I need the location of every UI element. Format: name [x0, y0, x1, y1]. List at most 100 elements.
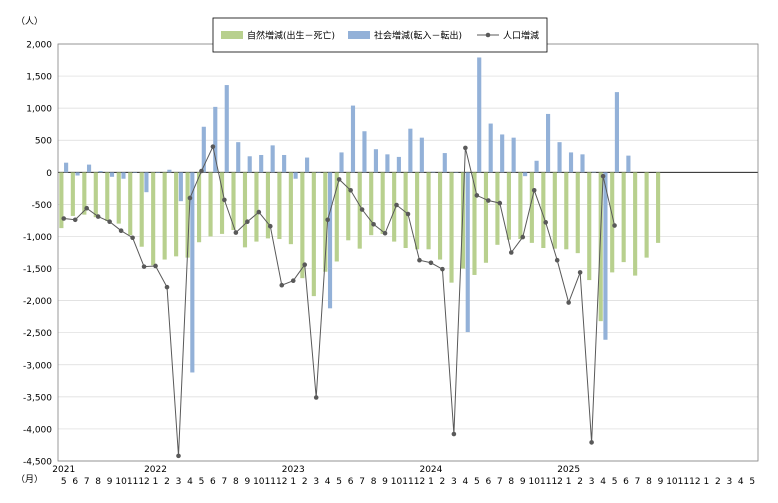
population-point — [61, 216, 67, 221]
x-tick-label: 9 — [658, 477, 664, 487]
legend-label-social: 社会増減(転入－転出) — [374, 30, 462, 42]
x-tick-label: 2 — [715, 477, 721, 487]
bar-social — [557, 142, 562, 173]
population-point — [256, 209, 262, 215]
population-point — [554, 257, 560, 263]
x-tick-label: 4 — [600, 477, 606, 487]
legend-swatch-social — [348, 31, 370, 39]
bar-natural — [323, 172, 328, 272]
population-point — [187, 195, 193, 201]
year-label: 2022 — [144, 465, 167, 475]
population-point — [589, 440, 594, 445]
x-tick-label: 6 — [485, 477, 491, 487]
bar-natural — [610, 172, 615, 273]
population-point — [508, 250, 514, 255]
x-tick-label: 8 — [508, 477, 514, 487]
population-point — [118, 228, 124, 233]
bar-natural — [151, 172, 156, 266]
population-line — [61, 144, 617, 459]
x-tick-label: 5 — [749, 477, 755, 487]
bar-social — [305, 157, 310, 173]
x-tick-label: 5 — [199, 477, 205, 487]
x-tick-label: 5 — [612, 477, 618, 487]
y-unit-label: （人） — [16, 16, 43, 27]
bars — [59, 57, 661, 373]
bar-natural — [437, 172, 443, 260]
bar-social — [247, 156, 252, 173]
bar-natural — [70, 172, 75, 216]
population-point — [600, 173, 606, 179]
y-tick-label: -2,000 — [23, 297, 52, 307]
year-label: 2025 — [557, 465, 580, 475]
bar-social — [419, 137, 424, 173]
bar-natural — [460, 172, 466, 269]
bar-natural — [506, 172, 511, 240]
population-point — [141, 264, 147, 269]
x-tick-label: 9 — [244, 477, 250, 487]
population-point — [577, 270, 583, 275]
bar-natural — [529, 172, 534, 243]
population-point — [267, 223, 273, 229]
bar-social — [316, 172, 321, 173]
x-tick-label: 3 — [313, 477, 319, 487]
legend: 自然増減(出生－死亡) 社会増減(転入－転出) 人口増減 — [212, 17, 548, 53]
y-tick-label: -1,500 — [23, 265, 52, 275]
population-point — [394, 202, 399, 208]
x-tick-label: 9 — [107, 477, 113, 487]
population-point — [348, 187, 353, 193]
population-point — [612, 223, 617, 228]
y-tick-label: -2,500 — [23, 329, 52, 339]
population-point — [302, 262, 308, 267]
x-tick-label: 1 — [566, 477, 572, 487]
year-label: 2021 — [52, 465, 75, 475]
x-tick-label: 12 — [689, 477, 700, 487]
bar-natural — [231, 172, 236, 231]
bar-natural — [587, 172, 592, 281]
bar-social — [282, 154, 287, 173]
year-label: 2023 — [282, 465, 305, 475]
population-point — [222, 197, 227, 203]
bar-social — [132, 172, 138, 173]
population-point — [486, 198, 491, 203]
bar-social — [327, 172, 333, 309]
x-tick-label: 8 — [95, 477, 101, 487]
x-tick-label: 8 — [646, 477, 652, 487]
bar-natural — [426, 172, 431, 250]
bar-natural — [380, 172, 385, 234]
bar-natural — [449, 172, 454, 283]
bar-natural — [415, 172, 420, 250]
bar-social — [64, 162, 69, 173]
bar-natural — [334, 172, 339, 262]
axes: 2,000 1,500 1,000 500 0 -500 -1,000 -1,500 -2,00… — [16, 16, 759, 487]
bar-natural — [82, 172, 87, 215]
x-tick-label: 9 — [520, 477, 526, 487]
x-tick-label: 11 — [127, 477, 138, 487]
population-point — [428, 260, 434, 266]
y-tick-label: -4,500 — [23, 458, 52, 468]
y-tick-label: -3,500 — [23, 393, 52, 403]
population-point — [474, 193, 480, 198]
bar-social — [465, 172, 470, 333]
bar-natural — [185, 172, 190, 258]
x-tick-label: 3 — [726, 477, 732, 487]
x-tick-label: 7 — [84, 477, 90, 487]
bar-natural — [472, 172, 477, 275]
x-tick-label: 10 — [115, 477, 127, 487]
population-point — [417, 257, 422, 263]
x-tick-label: 6 — [623, 477, 629, 487]
bar-social — [236, 142, 241, 173]
bar-social — [362, 131, 367, 173]
bar-natural — [242, 172, 248, 248]
legend-label-population: 人口増減 — [503, 30, 539, 42]
population-point — [440, 266, 445, 272]
population-point — [84, 205, 89, 211]
population-point — [451, 431, 457, 437]
bar-social — [144, 172, 149, 193]
bar-natural — [277, 172, 282, 240]
bar-natural — [633, 172, 638, 276]
bar-natural — [575, 172, 580, 254]
bar-natural — [162, 172, 167, 260]
bar-natural — [346, 172, 351, 241]
population-point — [463, 145, 468, 151]
bar-social — [408, 128, 413, 173]
